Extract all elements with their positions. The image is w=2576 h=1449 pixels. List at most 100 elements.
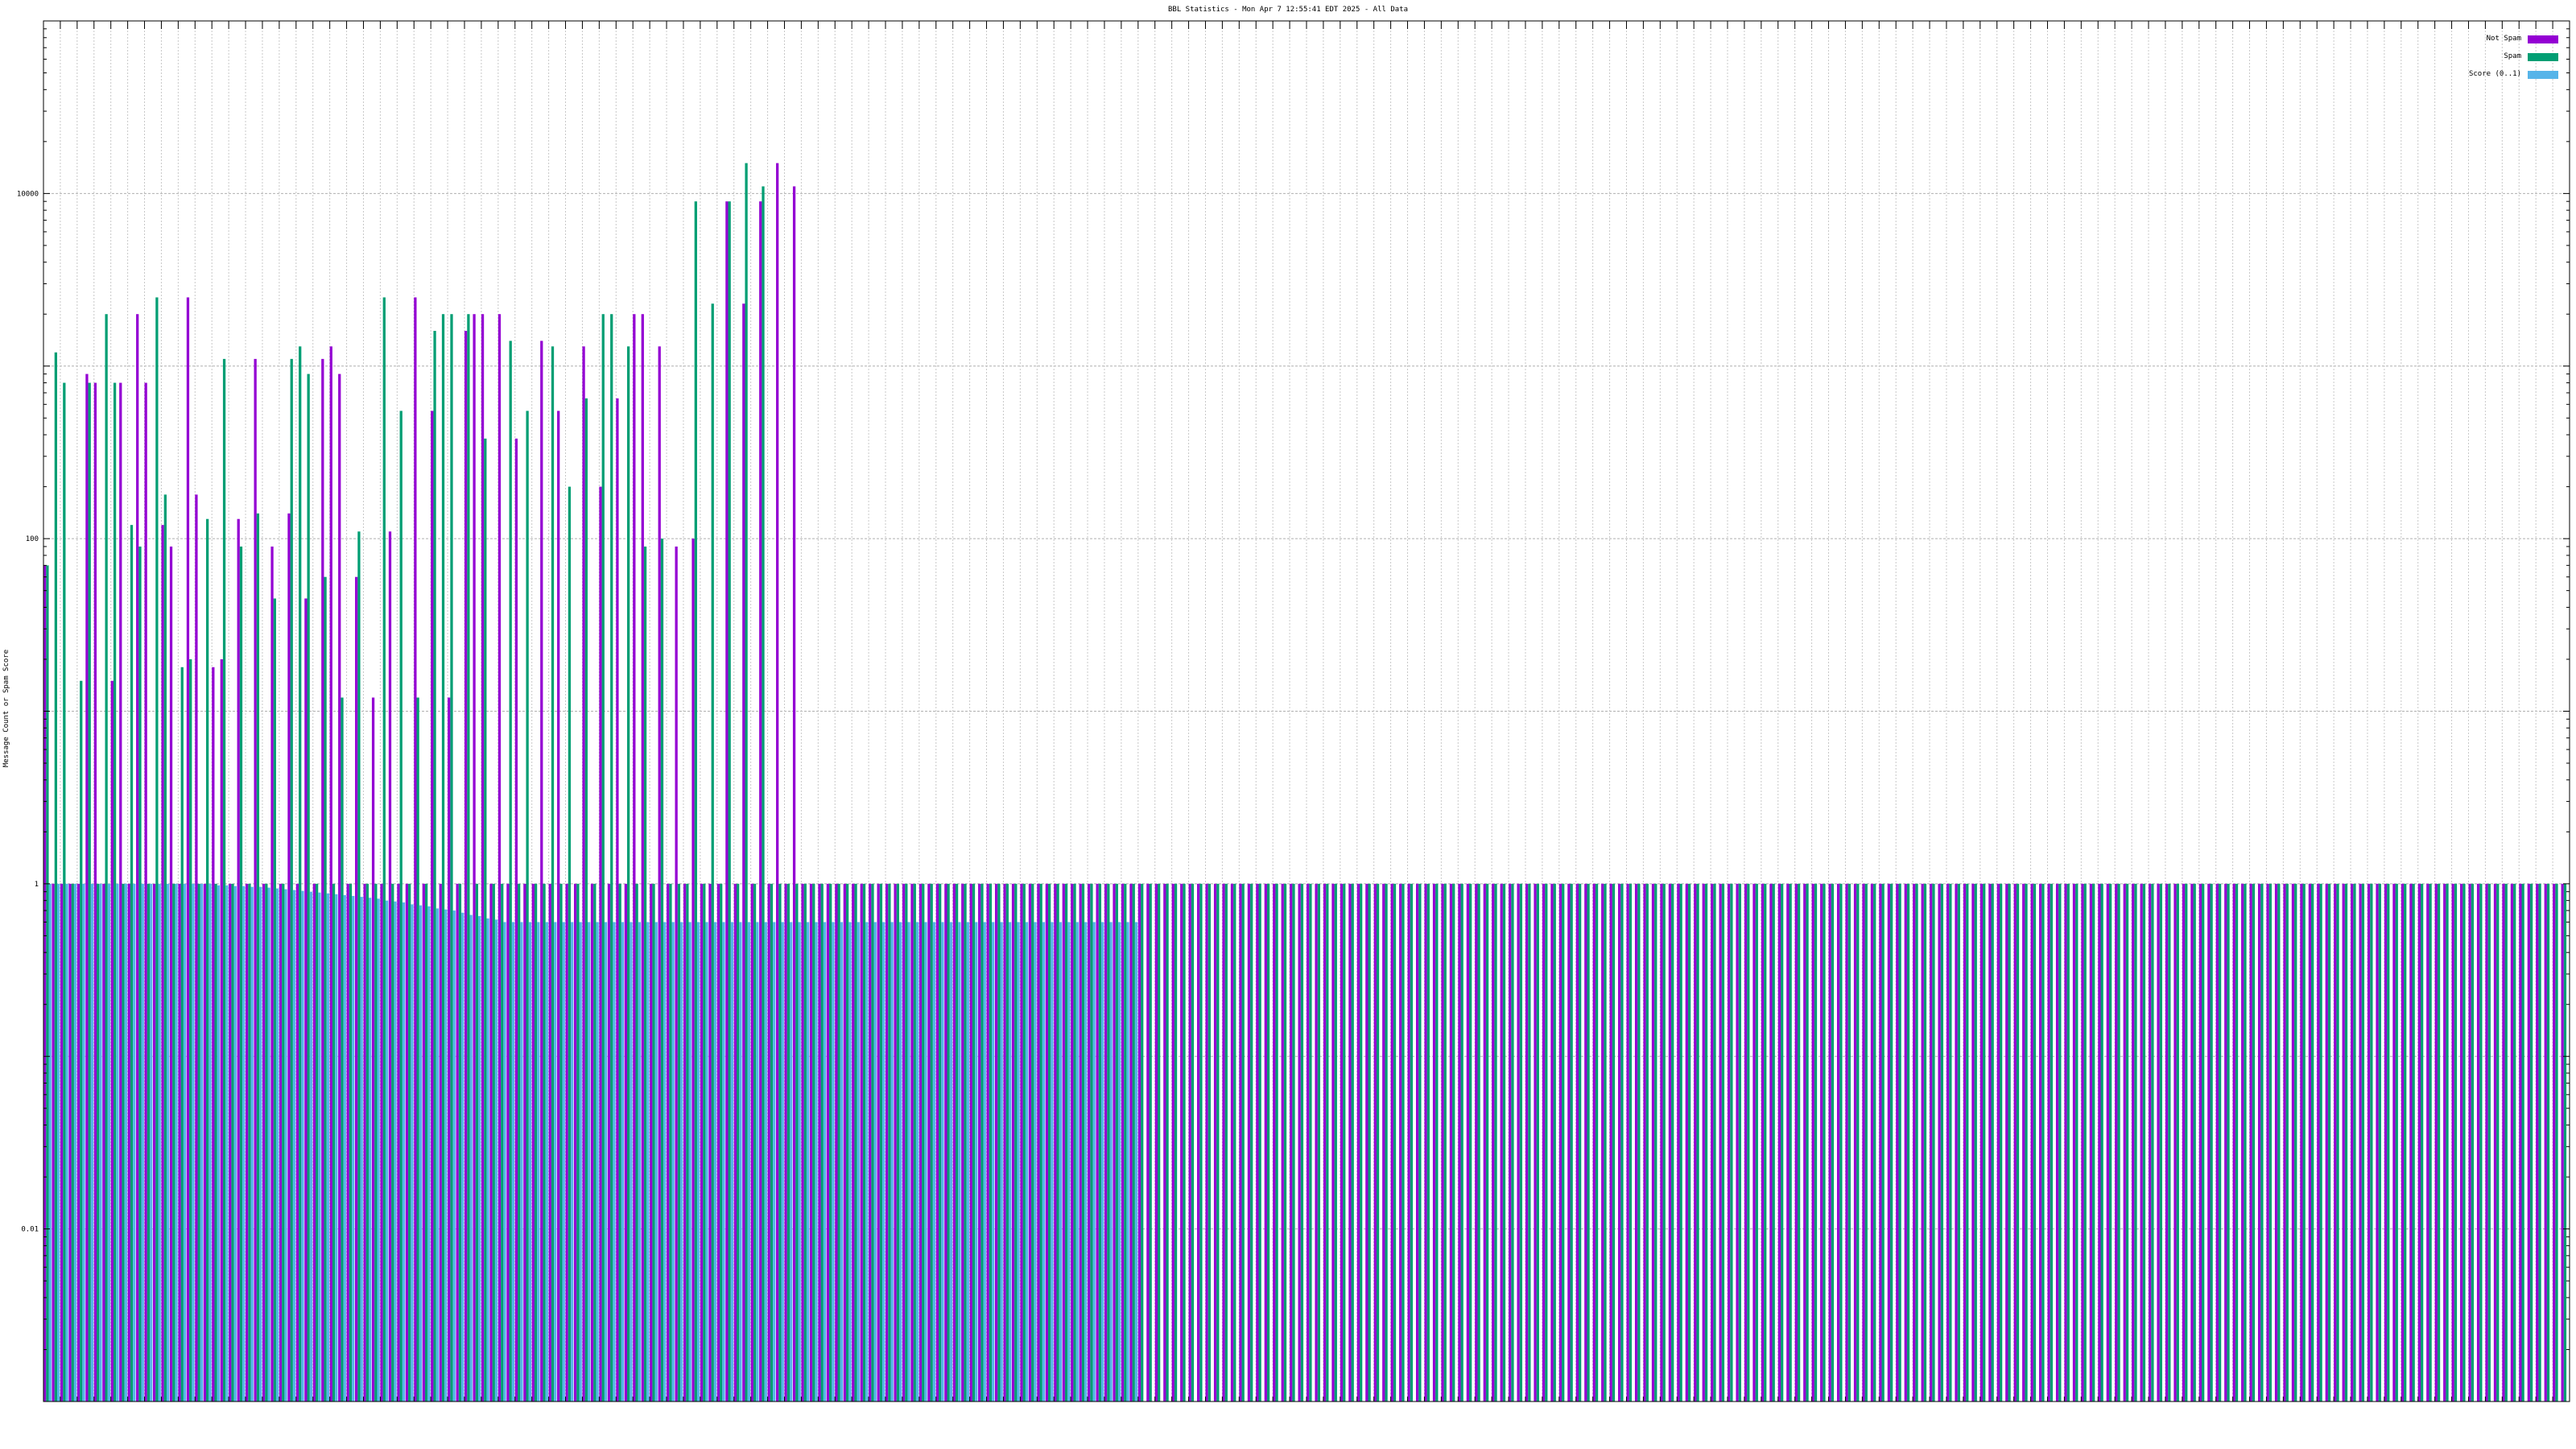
bar-spam <box>652 883 655 1402</box>
bar-score-0-1- <box>217 885 221 1402</box>
bar-spam <box>2546 883 2550 1402</box>
bar-spam <box>2176 883 2179 1402</box>
bar-not-spam <box>2072 883 2076 1402</box>
bar-spam <box>391 883 394 1402</box>
bar-spam <box>1317 883 1320 1402</box>
bar-spam <box>1696 883 1699 1402</box>
bar-spam <box>762 186 765 1402</box>
bar-not-spam <box>489 883 493 1402</box>
bar-score-0-1- <box>815 922 818 1402</box>
bar-spam <box>1637 883 1641 1402</box>
bar-spam <box>1856 883 1860 1402</box>
bar-score-0-1- <box>369 898 372 1402</box>
bar-not-spam <box>1323 883 1327 1402</box>
bar-spam <box>2083 883 2087 1402</box>
bar-spam <box>458 883 462 1402</box>
bar-not-spam <box>2401 883 2405 1402</box>
bar-spam <box>239 546 243 1402</box>
bar-not-spam <box>2351 883 2354 1402</box>
bar-spam <box>879 883 883 1402</box>
bar-spam <box>282 883 285 1402</box>
bar-score-0-1- <box>613 922 616 1402</box>
bar-not-spam <box>750 883 753 1402</box>
bar-not-spam <box>363 883 366 1402</box>
bar-spam <box>1005 883 1009 1402</box>
bar-spam <box>2227 883 2230 1402</box>
bar-spam <box>2125 883 2129 1402</box>
bar-not-spam <box>161 525 164 1402</box>
bar-spam <box>2387 883 2390 1402</box>
bar-not-spam <box>355 576 358 1402</box>
bar-spam <box>812 883 815 1402</box>
bar-spam <box>2319 883 2322 1402</box>
bar-not-spam <box>1331 883 1335 1402</box>
bar-not-spam <box>633 314 636 1402</box>
bar-not-spam <box>2502 883 2505 1402</box>
bar-not-spam <box>1273 883 1276 1402</box>
bar-not-spam <box>1913 883 1916 1402</box>
bar-not-spam <box>1088 883 1091 1402</box>
bar-not-spam <box>1525 883 1529 1402</box>
bar-score-0-1- <box>402 902 406 1402</box>
bar-score-0-1- <box>983 922 986 1402</box>
bar-not-spam <box>2460 883 2463 1402</box>
bar-score-0-1- <box>975 922 978 1402</box>
bar-spam <box>222 358 226 1402</box>
bar-score-0-1- <box>630 922 633 1402</box>
bar-score-0-1- <box>427 906 431 1402</box>
y-tick-label: 1 <box>35 881 39 889</box>
bar-not-spam <box>1728 883 1731 1402</box>
bar-spam <box>1511 883 1514 1402</box>
bar-not-spam <box>599 486 602 1402</box>
bar-spam <box>1014 883 1018 1402</box>
bar-spam <box>88 382 91 1402</box>
bar-not-spam <box>1247 883 1251 1402</box>
bar-spam <box>2479 883 2483 1402</box>
bar-spam <box>1208 883 1212 1402</box>
bar-not-spam <box>1500 883 1503 1402</box>
bar-score-0-1- <box>301 890 304 1402</box>
bar-not-spam <box>2013 883 2017 1402</box>
bar-not-spam <box>2519 883 2522 1402</box>
bar-not-spam <box>2451 883 2454 1402</box>
bar-spam <box>2268 883 2272 1402</box>
bar-spam <box>593 883 597 1402</box>
bar-not-spam <box>675 546 678 1402</box>
bar-spam <box>365 883 369 1402</box>
bar-spam <box>122 883 125 1402</box>
bar-spam <box>1149 883 1152 1402</box>
bar-not-spam <box>497 314 502 1402</box>
bar-not-spam <box>2224 883 2227 1402</box>
bar-spam <box>854 883 857 1402</box>
bar-spam <box>2134 883 2137 1402</box>
bar-spam <box>206 518 209 1402</box>
bar-spam <box>273 598 276 1402</box>
bar-spam <box>80 680 83 1402</box>
bar-not-spam <box>2022 883 2025 1402</box>
bar-score-0-1- <box>554 922 557 1402</box>
bar-score-0-1- <box>898 922 902 1402</box>
bar-spam <box>1402 883 1405 1402</box>
bar-spam <box>618 883 621 1402</box>
legend-label: Score (0..1) <box>2469 70 2521 78</box>
bar-not-spam <box>76 883 80 1402</box>
bar-score-0-1- <box>326 893 329 1402</box>
bar-not-spam <box>1509 883 1512 1402</box>
bar-spam <box>2462 883 2466 1402</box>
bar-not-spam <box>944 883 947 1402</box>
bar-score-0-1- <box>48 883 52 1402</box>
bar-spam <box>576 883 580 1402</box>
bar-spam <box>1376 883 1380 1402</box>
bar-not-spam <box>136 314 139 1402</box>
bar-score-0-1- <box>411 904 414 1402</box>
bar-not-spam <box>380 883 383 1402</box>
bar-spam <box>492 883 495 1402</box>
bar-not-spam <box>1609 883 1612 1402</box>
bar-not-spam <box>1971 883 1975 1402</box>
bar-not-spam <box>2426 883 2429 1402</box>
bar-spam <box>2487 883 2491 1402</box>
bar-spam <box>1115 883 1118 1402</box>
bar-spam <box>871 883 874 1402</box>
bar-spam <box>2420 883 2424 1402</box>
